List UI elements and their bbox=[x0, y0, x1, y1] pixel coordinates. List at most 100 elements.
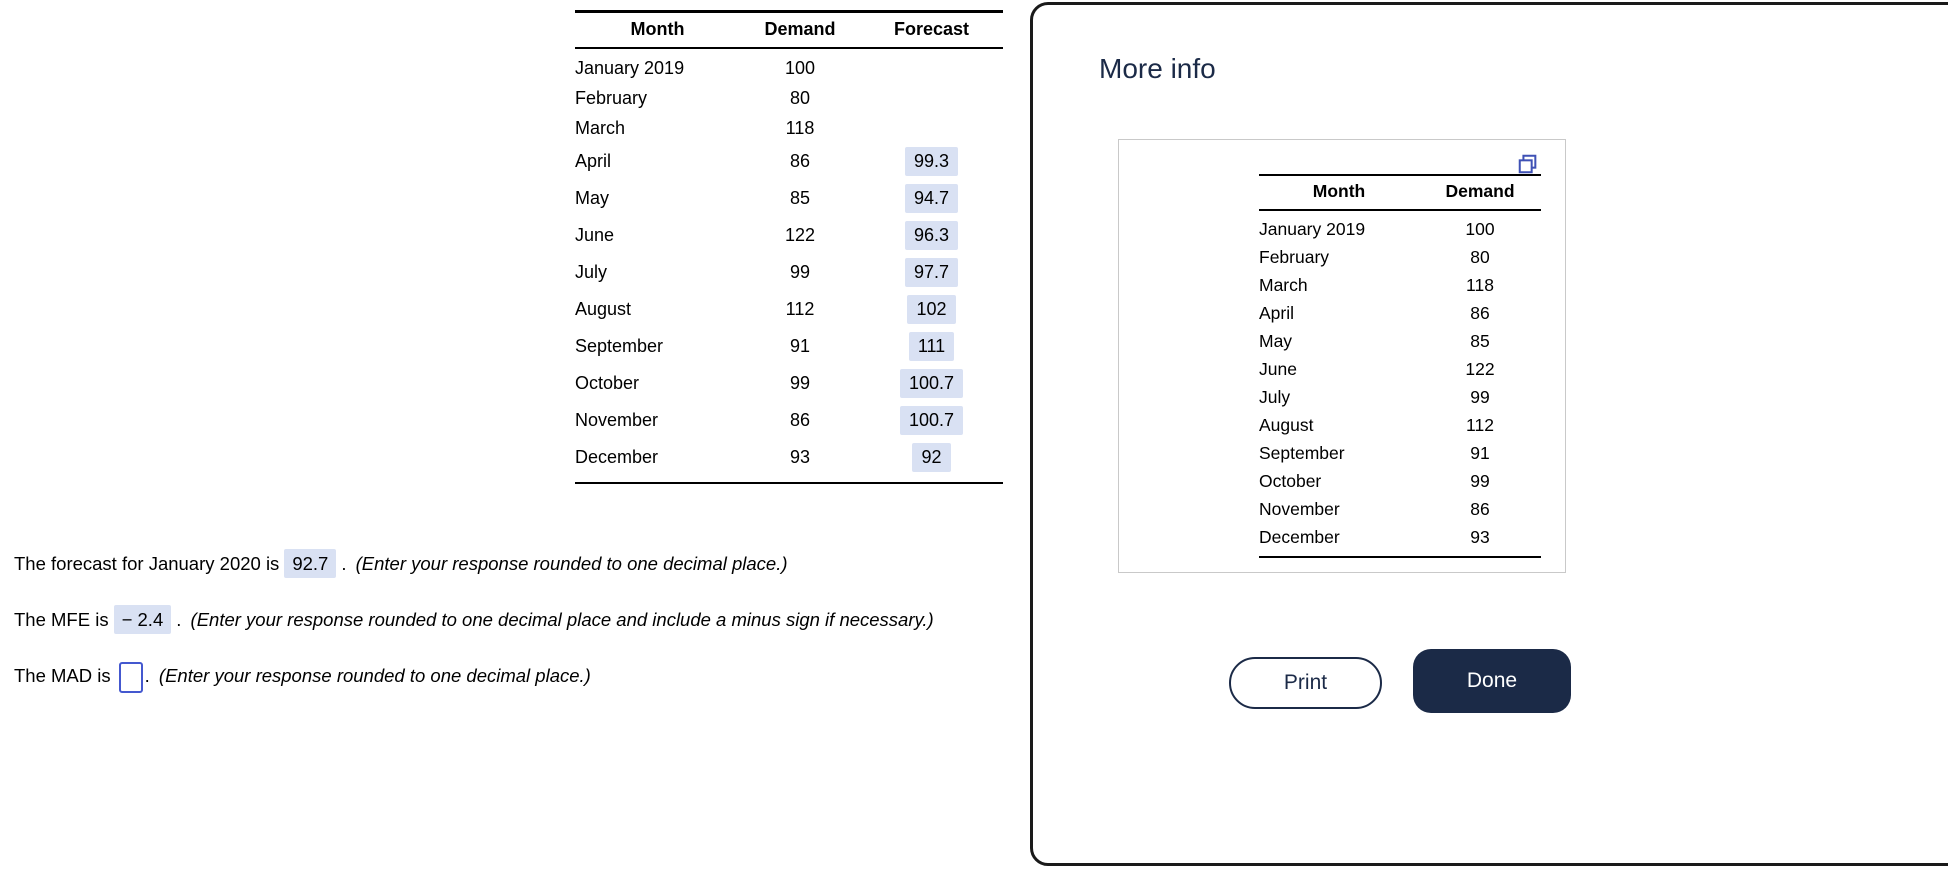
demand-cell: 86 bbox=[1470, 498, 1490, 519]
demand-cell: 85 bbox=[1470, 330, 1490, 351]
demand-cell: 118 bbox=[785, 117, 815, 138]
table-row: June 122 bbox=[1259, 355, 1541, 383]
mfe-value[interactable]: − 2.4 bbox=[113, 605, 172, 634]
month-cell: June bbox=[1259, 358, 1297, 379]
month-cell: June bbox=[575, 225, 615, 245]
table-row: September 91 bbox=[1259, 439, 1541, 467]
table-row: July 99 97.7 bbox=[575, 254, 1003, 291]
table-row: February 80 bbox=[575, 83, 1003, 113]
table-row: July 99 bbox=[1259, 383, 1541, 411]
month-cell: May bbox=[1259, 330, 1293, 351]
demand-cell: 112 bbox=[785, 299, 815, 319]
month-cell: July bbox=[1259, 386, 1291, 407]
forecast-cell: 92 bbox=[860, 443, 1003, 472]
month-cell: March bbox=[1259, 274, 1308, 295]
demand-cell: 99 bbox=[789, 373, 811, 393]
month-cell: August bbox=[1259, 414, 1314, 435]
table-row: May 85 94.7 bbox=[575, 180, 1003, 217]
more-info-modal: More info Month Demand January 2019 100 bbox=[1030, 2, 1948, 866]
forecast-answer-box[interactable]: 96.3 bbox=[904, 221, 959, 250]
month-cell: July bbox=[575, 262, 608, 282]
more-info-card: Month Demand January 2019 100 February 8… bbox=[1118, 139, 1566, 573]
done-button[interactable]: Done bbox=[1413, 649, 1571, 713]
table-row: August 112 102 bbox=[575, 291, 1003, 328]
demand-cell: 86 bbox=[789, 151, 811, 171]
table-row: February 80 bbox=[1259, 243, 1541, 271]
table-row: December 93 92 bbox=[575, 439, 1003, 476]
table-row: March 118 bbox=[575, 113, 1003, 143]
demand-cell: 99 bbox=[1470, 470, 1490, 491]
table-body: January 2019 100 February 80 March 118 bbox=[1259, 211, 1541, 558]
statement-mfe-text: The MFE is bbox=[14, 609, 109, 630]
table-body: January 2019 100 February 80 March bbox=[575, 49, 1003, 484]
forecast-cell: 96.3 bbox=[860, 221, 1003, 250]
month-cell: October bbox=[575, 373, 640, 393]
table-row: August 112 bbox=[1259, 411, 1541, 439]
month-cell: September bbox=[575, 336, 664, 356]
statement-forecast: The forecast for January 2020 is 92.7. (E… bbox=[14, 548, 788, 580]
demand-cell: 91 bbox=[1470, 442, 1490, 463]
forecast-answer-box[interactable]: 100.7 bbox=[899, 406, 964, 435]
month-cell: October bbox=[1259, 470, 1322, 491]
month-cell: November bbox=[1259, 498, 1340, 519]
table-header-row: Month Demand Forecast bbox=[575, 10, 1003, 49]
table-row: April 86 99.3 bbox=[575, 143, 1003, 180]
month-cell: March bbox=[575, 117, 626, 138]
table-row: October 99 bbox=[1259, 467, 1541, 495]
column-header-forecast: Forecast bbox=[893, 19, 970, 39]
demand-cell: 112 bbox=[1466, 414, 1494, 435]
month-cell: May bbox=[575, 188, 610, 208]
table-row: September 91 111 bbox=[575, 328, 1003, 365]
column-header-month: Month bbox=[1312, 181, 1366, 201]
month-cell: April bbox=[1259, 302, 1295, 323]
forecast-answer-box[interactable]: 111 bbox=[908, 332, 955, 361]
forecast-cell: 94.7 bbox=[860, 184, 1003, 213]
forecast-cell: 100.7 bbox=[860, 406, 1003, 435]
month-cell: April bbox=[575, 151, 612, 171]
month-cell: September bbox=[1259, 442, 1345, 463]
forecast-cell: 99.3 bbox=[860, 147, 1003, 176]
forecast-answer-box[interactable]: 100.7 bbox=[899, 369, 964, 398]
demand-cell: 100 bbox=[1465, 218, 1495, 239]
month-cell: January 2019 bbox=[575, 57, 685, 78]
demand-cell: 85 bbox=[789, 188, 811, 208]
mad-input[interactable] bbox=[118, 661, 143, 693]
forecast-cell: 102 bbox=[860, 295, 1003, 324]
month-cell: February bbox=[1259, 246, 1330, 267]
statement-mfe: The MFE is − 2.4. (Enter your response ro… bbox=[14, 604, 934, 636]
statement-mfe-note: (Enter your response rounded to one deci… bbox=[190, 609, 934, 630]
month-cell: February bbox=[575, 87, 648, 108]
demand-cell: 80 bbox=[1470, 246, 1490, 267]
table-row: April 86 bbox=[1259, 299, 1541, 327]
month-cell: January 2019 bbox=[1259, 218, 1366, 239]
table-row: March 118 bbox=[1259, 271, 1541, 299]
statement-mad: The MAD is. (Enter your response rounded… bbox=[14, 660, 591, 693]
demand-cell: 86 bbox=[789, 410, 811, 430]
table-row: January 2019 100 bbox=[1259, 215, 1541, 243]
forecast-jan2020-value[interactable]: 92.7 bbox=[284, 549, 337, 578]
forecast-answer-box[interactable]: 102 bbox=[907, 295, 956, 324]
forecast-cell: 97.7 bbox=[860, 258, 1003, 287]
forecast-answer-box[interactable]: 97.7 bbox=[904, 258, 959, 287]
print-button[interactable]: Print bbox=[1229, 657, 1382, 709]
demand-cell: 100 bbox=[784, 57, 816, 78]
forecast-cell: 100.7 bbox=[860, 369, 1003, 398]
table-row: October 99 100.7 bbox=[575, 365, 1003, 402]
statement-forecast-note: (Enter your response rounded to one deci… bbox=[355, 553, 788, 574]
demand-cell: 99 bbox=[789, 262, 811, 282]
forecast-answer-box[interactable]: 92 bbox=[912, 443, 951, 472]
table-row: May 85 bbox=[1259, 327, 1541, 355]
table-row: November 86 100.7 bbox=[575, 402, 1003, 439]
table-header-row: Month Demand bbox=[1259, 174, 1541, 211]
forecast-answer-box[interactable]: 94.7 bbox=[904, 184, 959, 213]
table-row: June 122 96.3 bbox=[575, 217, 1003, 254]
forecast-answer-box[interactable]: 99.3 bbox=[904, 147, 959, 176]
copy-icon[interactable] bbox=[1517, 153, 1539, 175]
demand-cell: 86 bbox=[1470, 302, 1490, 323]
demand-cell: 122 bbox=[784, 225, 816, 245]
demand-table: Month Demand January 2019 100 February 8… bbox=[1259, 174, 1541, 558]
forecast-cell: 111 bbox=[860, 332, 1003, 361]
statement-forecast-text: The forecast for January 2020 is bbox=[14, 553, 280, 574]
demand-cell: 93 bbox=[1470, 526, 1490, 547]
